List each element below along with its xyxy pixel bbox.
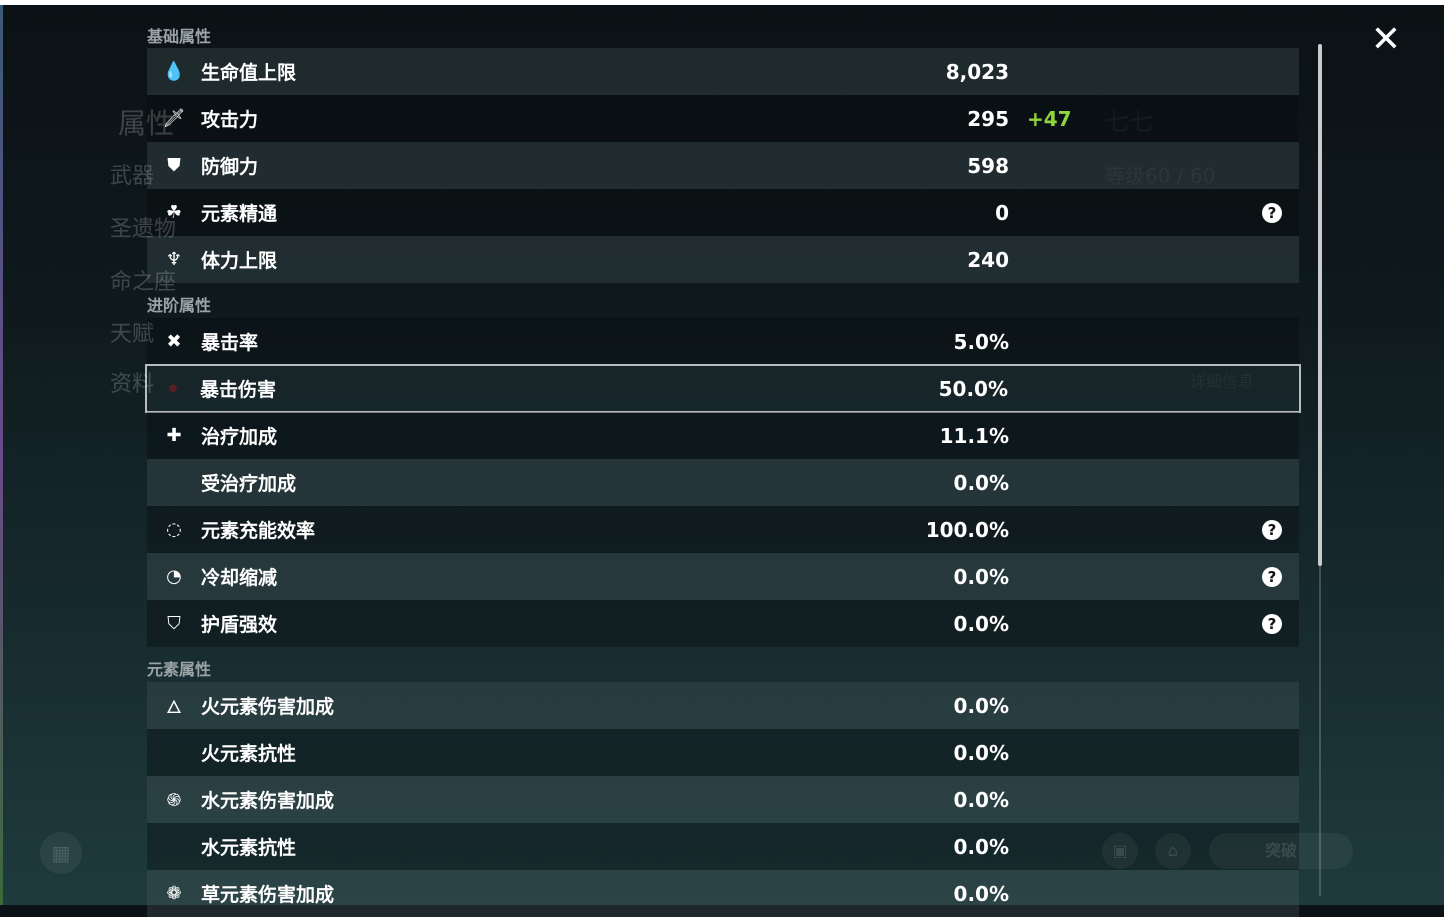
attribute-value: 0.0%: [953, 564, 1009, 589]
attribute-row[interactable]: ☘ 元素精通 0?: [147, 189, 1299, 236]
shield-icon: ⛊: [167, 155, 181, 176]
bg-detail-button: 详细信息: [1190, 372, 1255, 391]
attribute-row[interactable]: ֍ 水元素伤害加成 0.0%: [147, 776, 1299, 823]
cooldown-icon: ◔: [166, 566, 182, 587]
attribute-value: 50.0%: [938, 376, 1008, 401]
attribute-label: 冷却缩减: [201, 567, 278, 589]
attribute-label: 治疗加成: [201, 426, 278, 448]
attribute-label: 受治疗加成: [201, 473, 297, 495]
ascend-button[interactable]: 突破: [1209, 833, 1353, 869]
bg-menu-artifacts: 圣遗物: [110, 217, 177, 242]
profile-card-icon[interactable]: ▣: [1102, 833, 1138, 869]
bg-menu-attributes: 属性: [118, 107, 175, 140]
attribute-value: 295: [967, 106, 1009, 131]
attribute-label: 元素充能效率: [201, 520, 316, 542]
attribute-row[interactable]: 🗡 攻击力 295 +47: [147, 95, 1299, 142]
attribute-value: 8,023: [945, 59, 1009, 84]
attribute-label: 草元素伤害加成: [201, 884, 335, 906]
attribute-value: 100.0%: [925, 517, 1009, 542]
section-title: 进阶属性: [147, 296, 212, 315]
grid-menu-icon[interactable]: ▦: [40, 832, 82, 874]
hydro-icon: ֍: [166, 789, 182, 811]
scrollbar-track[interactable]: [1319, 566, 1321, 896]
attribute-value: 0.0%: [953, 740, 1009, 765]
window-left-edge: [0, 5, 3, 905]
attribute-label: 防御力: [201, 156, 259, 178]
dendro-icon: ❁: [166, 883, 182, 904]
attribute-value: 0: [995, 200, 1009, 225]
attribute-value: 0.0%: [953, 611, 1009, 636]
attribute-label: 护盾强效: [201, 614, 278, 636]
shield-strength-icon: ⛉: [167, 613, 181, 634]
attribute-label: 火元素抗性: [201, 743, 297, 765]
pyro-icon: 🜂: [166, 697, 182, 718]
help-icon[interactable]: ?: [1262, 566, 1282, 587]
attribute-value: 5.0%: [953, 329, 1009, 354]
attribute-label: 水元素伤害加成: [201, 790, 335, 812]
bg-character-name: 七七: [1105, 108, 1153, 136]
attribute-row[interactable]: ◔ 冷却缩减 0.0%?: [147, 553, 1299, 600]
help-icon[interactable]: ?: [1262, 202, 1282, 223]
attribute-row[interactable]: ● 暴击伤害 50.0%: [145, 364, 1301, 413]
attribute-row[interactable]: ✖ 暴击率 5.0%: [147, 318, 1299, 365]
attribute-label: 水元素抗性: [201, 837, 297, 859]
bg-menu-profile: 资料: [110, 372, 155, 397]
attribute-row[interactable]: 🜂 火元素伤害加成 0.0%: [147, 682, 1299, 729]
attribute-label: 火元素伤害加成: [201, 696, 335, 718]
attribute-row[interactable]: ♆ 体力上限 240: [147, 236, 1299, 283]
attribute-row[interactable]: 水元素抗性 0.0%: [147, 823, 1299, 870]
attribute-value: 11.1%: [939, 423, 1009, 448]
attribute-bonus: +47: [1027, 106, 1072, 131]
crit-dmg-icon: ●: [168, 383, 178, 394]
attribute-label: 暴击率: [201, 332, 259, 354]
attribute-value: 0.0%: [953, 470, 1009, 495]
attribute-row[interactable]: ⛊ 防御力 598: [147, 142, 1299, 189]
attribute-value: 0.0%: [953, 787, 1009, 812]
stamina-icon: ♆: [165, 249, 183, 270]
attribute-row[interactable]: 火元素抗性 0.0%: [147, 729, 1299, 776]
section-title: 元素属性: [147, 660, 212, 679]
attribute-row[interactable]: ⛉ 护盾强效 0.0%?: [147, 600, 1299, 647]
attribute-row[interactable]: 💧 生命值上限 8,023: [147, 48, 1299, 95]
attribute-label: 生命值上限: [201, 62, 297, 84]
attribute-value: 0.0%: [953, 834, 1009, 859]
attribute-row[interactable]: ❁ 草元素伤害加成 0.0%: [147, 870, 1299, 917]
bg-menu-constellation: 命之座: [110, 270, 177, 295]
scrollbar-thumb[interactable]: [1318, 44, 1322, 566]
attribute-value: 240: [967, 247, 1009, 272]
attribute-label: 元素精通: [201, 203, 278, 225]
crit-rate-icon: ✖: [166, 331, 182, 352]
elemental-mastery-icon: ☘: [165, 202, 183, 223]
attribute-row[interactable]: ✚ 治疗加成 11.1%: [147, 412, 1299, 459]
attribute-label: 攻击力: [201, 109, 259, 131]
attribute-row[interactable]: ◌ 元素充能效率 100.0%?: [147, 506, 1299, 553]
attribute-label: 暴击伤害: [200, 379, 277, 401]
sword-icon: 🗡: [162, 108, 186, 129]
bg-level: 等级60 / 60: [1105, 164, 1216, 188]
hp-drop-icon: 💧: [162, 61, 186, 82]
attribute-row[interactable]: 受治疗加成 0.0%: [147, 459, 1299, 506]
bg-menu-talents: 天赋: [110, 322, 155, 347]
attribute-value: 598: [967, 153, 1009, 178]
window-top-border: [0, 0, 1444, 5]
attribute-label: 体力上限: [201, 250, 278, 272]
healing-cross-icon: ✚: [166, 425, 182, 446]
help-icon[interactable]: ?: [1262, 613, 1282, 634]
close-button[interactable]: ✕: [1370, 19, 1402, 60]
section-title: 基础属性: [147, 27, 212, 46]
attribute-value: 0.0%: [953, 693, 1009, 718]
outfit-hanger-icon[interactable]: ⌂: [1155, 833, 1191, 869]
attribute-value: 0.0%: [953, 881, 1009, 906]
help-icon[interactable]: ?: [1262, 519, 1282, 540]
bg-menu-weapon: 武器: [110, 164, 155, 189]
energy-recharge-icon: ◌: [166, 519, 182, 540]
